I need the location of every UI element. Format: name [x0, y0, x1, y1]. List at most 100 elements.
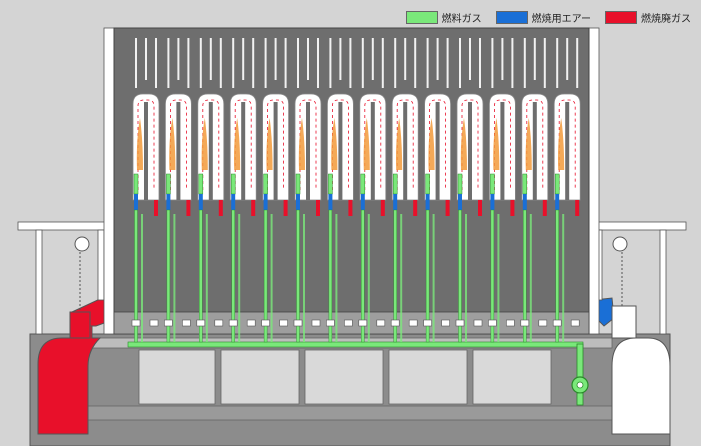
- gas-branch-pipe: [335, 214, 338, 342]
- air-chamber: [611, 337, 671, 435]
- support-frame-left: [17, 221, 123, 335]
- valve-icon: [423, 319, 432, 327]
- valve-icon: [196, 319, 206, 327]
- valve-icon: [344, 319, 353, 327]
- top-standpipe: [394, 38, 397, 88]
- gas-branch-pipe: [270, 214, 273, 342]
- exhaust-port: [445, 200, 450, 216]
- flue-divider-wall: [176, 102, 181, 200]
- gas-riser-pipe: [490, 209, 495, 343]
- top-standpipe: [523, 38, 526, 88]
- flue-divider-wall: [338, 102, 343, 200]
- air-port: [555, 194, 560, 210]
- exhaust-damper-box: [69, 311, 91, 339]
- valve-icon: [228, 319, 238, 327]
- legend-swatch-fuel-gas: [405, 11, 438, 24]
- top-standpipe: [155, 38, 157, 88]
- valve-icon: [473, 319, 483, 327]
- gas-riser: [576, 343, 584, 381]
- gas-riser-base: [576, 392, 584, 406]
- flame-icon: [298, 118, 305, 170]
- flame-icon: [493, 118, 500, 170]
- fuel-nozzle: [263, 173, 268, 195]
- top-standpipe: [501, 38, 504, 80]
- fuel-nozzle: [490, 173, 495, 195]
- air-valve-box: [611, 305, 637, 339]
- fuel-nozzle: [457, 173, 463, 195]
- top-standpipe: [436, 38, 439, 80]
- buckstay-right: [588, 27, 600, 335]
- valve-icon: [131, 319, 141, 327]
- exhaust-flow-line: [494, 99, 511, 190]
- fuel-nozzle: [360, 173, 366, 195]
- valve-icon: [279, 319, 288, 327]
- fuel-gas-distribution: [127, 209, 584, 348]
- top-standpipe: [317, 38, 319, 88]
- exhaust-port: [251, 200, 256, 216]
- top-standpipe: [543, 38, 546, 88]
- top-standpipe: [339, 38, 342, 80]
- gas-branch-pipe: [400, 214, 403, 342]
- gas-branch-pipe: [529, 214, 532, 342]
- valve-icon: [358, 319, 368, 327]
- fuel-nozzle: [230, 173, 236, 195]
- exhaust-port: [413, 200, 418, 216]
- legend-swatch-combustion-air: [495, 11, 528, 24]
- gas-branch-pipe: [465, 214, 467, 342]
- flame-icon: [525, 118, 532, 170]
- valve-hub: [576, 381, 584, 389]
- air-port: [328, 194, 333, 210]
- exhaust-flow-line: [526, 99, 544, 190]
- exhaust-port: [218, 200, 223, 216]
- exhaust-port: [510, 200, 515, 216]
- fuel-nozzle: [425, 173, 430, 195]
- valve-icon: [376, 319, 386, 327]
- air-port: [231, 194, 236, 210]
- gas-branch-pipe: [141, 214, 143, 342]
- exhaust-flow-line: [396, 99, 414, 190]
- legend-item-exhaust-gas: 燃焼廃ガス: [605, 10, 691, 25]
- gas-branch-pipe: [173, 214, 176, 342]
- gas-riser-pipe: [555, 209, 559, 343]
- top-standpipe: [446, 38, 449, 88]
- legend-label-exhaust-gas: 燃焼廃ガス: [641, 14, 691, 25]
- fuel-gas-inlet: [571, 343, 589, 406]
- fuel-nozzle: [133, 173, 139, 195]
- flue-divider-wall: [208, 102, 213, 200]
- valve-icon: [326, 319, 335, 327]
- legend-label-combustion-air: 燃焼用エアー: [531, 14, 591, 25]
- flue-divider-wall: [532, 102, 537, 200]
- regenerator-chamber: [138, 349, 216, 405]
- gas-branch-pipe: [562, 214, 565, 342]
- exhaust-port: [283, 200, 288, 216]
- flue-divider-wall: [306, 102, 310, 200]
- gas-riser-pipe: [523, 209, 527, 343]
- air-port: [458, 194, 462, 210]
- exhaust-flow-line: [364, 99, 382, 190]
- top-standpipe: [145, 38, 147, 80]
- exhaust-port: [380, 200, 385, 216]
- gas-header-pipe: [127, 341, 584, 348]
- heating-flues: [132, 38, 581, 216]
- flame-icon: [428, 118, 435, 170]
- flue-divider-wall: [403, 102, 408, 200]
- top-standpipe: [479, 38, 481, 88]
- gas-branch-pipe: [367, 214, 370, 342]
- flame-icon: [460, 118, 467, 170]
- legend-item-fuel-gas: 燃料ガス: [405, 10, 482, 25]
- valve-icon: [538, 319, 548, 327]
- fan-icon: [74, 236, 90, 252]
- exhaust-flow-line: [202, 99, 220, 190]
- air-port: [263, 194, 268, 210]
- fuel-nozzle: [522, 173, 528, 195]
- valve-icon: [552, 319, 562, 327]
- valve-icon: [149, 319, 159, 327]
- air-port: [490, 194, 495, 210]
- gas-branch-pipe: [432, 214, 435, 342]
- foundation: [29, 333, 671, 446]
- valve-icon: [390, 319, 400, 327]
- exhaust-port: [348, 200, 353, 216]
- exhaust-flow-line: [429, 99, 446, 190]
- valve-icon: [570, 319, 580, 327]
